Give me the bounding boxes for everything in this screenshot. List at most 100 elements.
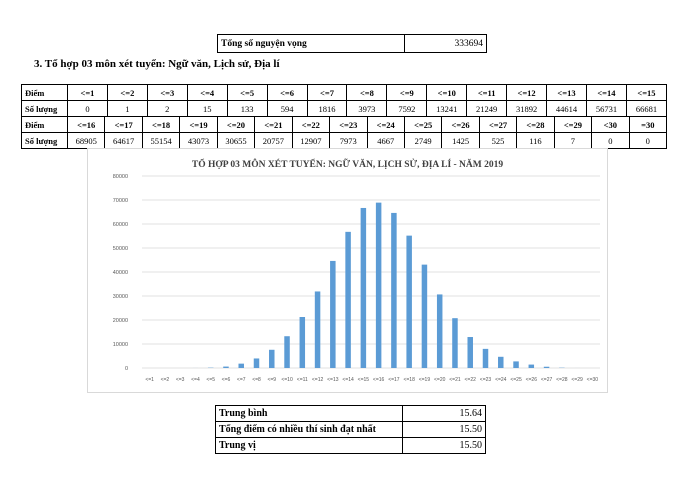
score-cell: <=1	[67, 84, 108, 101]
score-cell: <=21	[254, 116, 293, 133]
bar	[467, 337, 473, 368]
count-cell: 15	[186, 100, 228, 117]
count-cell: 7973	[329, 132, 368, 149]
bar	[345, 231, 351, 368]
score-cell: <=17	[104, 116, 143, 133]
score-cell: <=7	[306, 84, 348, 101]
y-tick-label: 40000	[113, 270, 128, 276]
score-row-label: Điểm	[21, 116, 68, 133]
count-cell: 56731	[585, 100, 627, 117]
section-heading: 3. Tổ hợp 03 môn xét tuyển: Ngữ văn, Lịc…	[34, 58, 280, 70]
total-aspirations-label: Tổng số nguyện vọng	[217, 34, 405, 53]
x-tick-label: <=6	[222, 377, 231, 383]
x-tick-label: <=10	[281, 377, 293, 383]
score-cell: <=8	[346, 84, 388, 101]
chart-canvas: TỔ HỢP 03 MÔN XÉT TUYỂN: NGỮ VĂN, LỊCH S…	[113, 157, 600, 383]
bar	[284, 336, 290, 368]
y-tick-label: 80000	[113, 174, 128, 180]
bar	[269, 349, 275, 368]
bar	[238, 363, 244, 368]
bar	[406, 235, 412, 368]
x-tick-label: <=27	[541, 377, 553, 383]
count-cell: 116	[516, 132, 555, 149]
count-cell: 43073	[179, 132, 218, 149]
mean-label: Trung bình	[215, 405, 403, 422]
count-cell: 12907	[291, 132, 331, 149]
y-tick-label: 70000	[113, 198, 128, 204]
count-cell: 31892	[506, 100, 548, 117]
chart-title: TỔ HỢP 03 MÔN XÉT TUYỂN: NGỮ VĂN, LỊCH S…	[192, 157, 503, 170]
score-cell: <=25	[403, 116, 443, 133]
bar	[543, 366, 550, 368]
count-cell: 0	[628, 132, 668, 149]
bar	[299, 317, 306, 368]
score-cell: <=19	[179, 116, 218, 133]
score-cell: <=29	[553, 116, 593, 133]
mode-value: 15.50	[402, 421, 486, 438]
count-row-label: Số lượng	[21, 132, 68, 149]
score-cell: <=13	[546, 84, 587, 101]
x-tick-label: <=17	[388, 377, 400, 383]
x-tick-label: <=14	[342, 377, 354, 383]
x-tick-label: <=30	[587, 377, 599, 383]
x-tick-label: <=7	[237, 377, 246, 383]
score-cell: <=11	[466, 84, 508, 101]
count-cell: 133	[226, 100, 268, 117]
x-tick-label: <=19	[419, 377, 431, 383]
score-cell: <=6	[266, 84, 308, 101]
bar	[314, 291, 321, 368]
score-cell: <=5	[226, 84, 268, 101]
bar	[223, 366, 229, 368]
score-cell: <=9	[386, 84, 428, 101]
x-tick-label: <=20	[434, 377, 446, 383]
score-cell: <=12	[506, 84, 548, 101]
x-tick-label: <=8	[252, 377, 261, 383]
x-tick-label: <=9	[267, 377, 276, 383]
count-cell: 0	[67, 100, 108, 117]
y-tick-label: 30000	[113, 294, 128, 300]
score-cell: <=2	[106, 84, 148, 101]
x-tick-label: <=12	[312, 377, 324, 383]
count-cell: 594	[266, 100, 308, 117]
score-cell: <=24	[366, 116, 405, 133]
x-tick-label: <=21	[449, 377, 461, 383]
score-cell: =30	[628, 116, 668, 133]
x-tick-label: <=3	[176, 377, 185, 383]
x-tick-label: <=22	[465, 377, 477, 383]
x-tick-label: <=2	[161, 377, 170, 383]
y-tick-label: 20000	[113, 318, 128, 324]
x-tick-label: <=23	[480, 377, 492, 383]
score-table-2: Điểm <=16 <=17 <=18 <=19 <=20 <=21 <=22 <=23 <=2…	[21, 116, 668, 149]
x-tick-label: <=25	[510, 377, 522, 383]
statistics-table: Trung bình 15.64 Tổng điểm có nhiều thí …	[215, 405, 486, 454]
score-cell: <=15	[625, 84, 668, 101]
total-aspirations-table: Tổng số nguyện vọng 333694	[217, 34, 487, 53]
x-tick-label: <=28	[556, 377, 568, 383]
count-cell: 4667	[366, 132, 405, 149]
count-cell: 55154	[141, 132, 181, 149]
score-row-label: Điểm	[21, 84, 68, 101]
bar	[360, 207, 367, 368]
count-cell: 7592	[386, 100, 428, 117]
count-cell: 20757	[254, 132, 293, 149]
count-cell: 3973	[346, 100, 388, 117]
bar	[513, 361, 519, 368]
y-tick-label: 10000	[113, 342, 128, 348]
count-cell: 1	[106, 100, 148, 117]
count-cell: 0	[591, 132, 630, 149]
bar	[528, 364, 535, 368]
score-cell: <=26	[441, 116, 480, 133]
score-cell: <=23	[329, 116, 368, 133]
x-tick-label: <=15	[358, 377, 370, 383]
x-tick-label: <=1	[145, 377, 154, 383]
score-cell: <=28	[516, 116, 555, 133]
x-tick-label: <=26	[526, 377, 538, 383]
bar	[391, 212, 397, 368]
score-cell: <=16	[66, 116, 106, 133]
count-cell: 30655	[216, 132, 256, 149]
score-cell: <=20	[216, 116, 256, 133]
total-aspirations-value: 333694	[404, 34, 487, 53]
score-cell: <=3	[146, 84, 188, 101]
mode-label: Tổng điểm có nhiều thí sinh đạt nhất	[215, 421, 403, 438]
bar	[253, 358, 260, 368]
